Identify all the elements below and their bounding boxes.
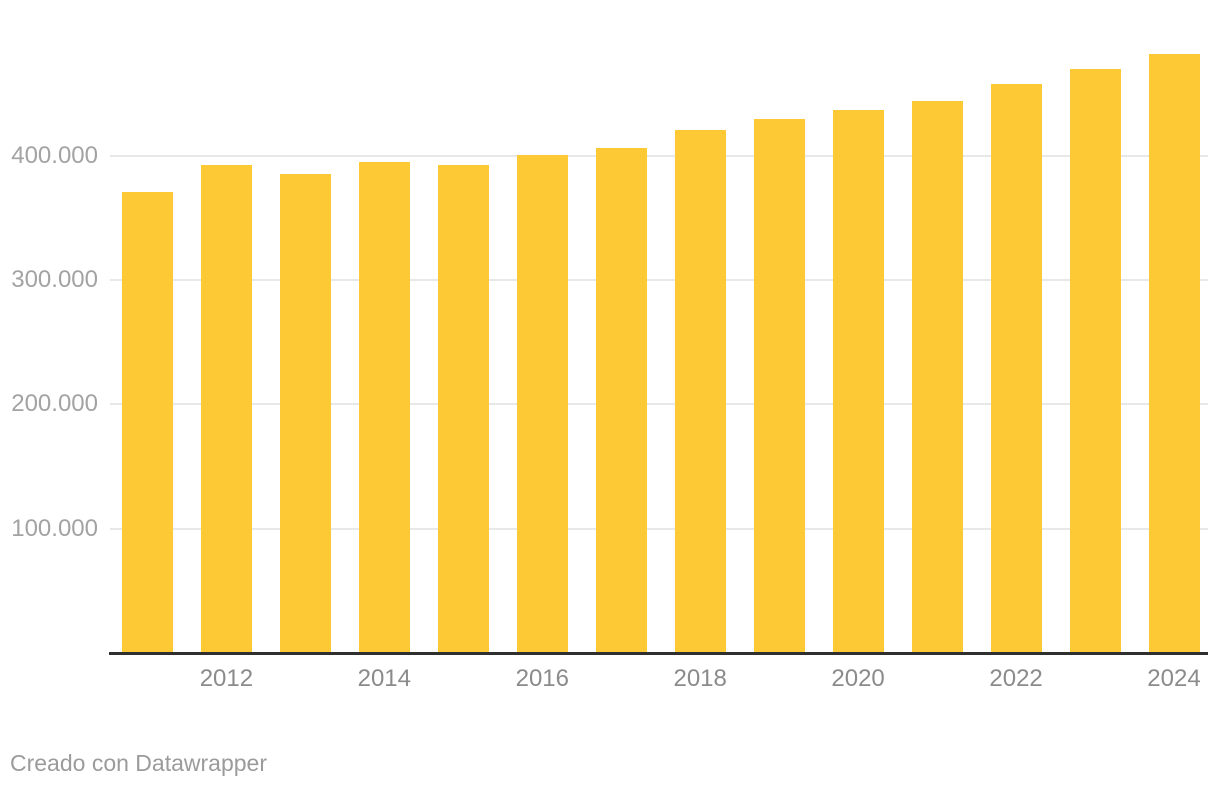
bar-2021[interactable]: [911, 101, 963, 653]
bar-2016[interactable]: [516, 154, 568, 653]
x-tick-label-2014: 2014: [357, 665, 411, 692]
x-tick-label-2012: 2012: [199, 665, 254, 692]
y-tick-label-100000: 100.000: [11, 514, 98, 542]
y-tick-label-400000: 400.000: [11, 141, 98, 169]
bar-2012[interactable]: [200, 164, 252, 653]
gridline-200000: [110, 403, 1208, 406]
bar-2023[interactable]: [1069, 68, 1121, 653]
gridline-100000: [110, 527, 1208, 530]
bar-2011[interactable]: [121, 191, 173, 653]
bar-2015[interactable]: [437, 164, 489, 653]
x-tick-label-2020: 2020: [831, 665, 885, 692]
attribution: Creado con Datawrapper: [10, 750, 267, 776]
gridline-300000: [110, 279, 1208, 282]
bar-2017[interactable]: [595, 148, 647, 653]
y-tick-label-200000: 200.000: [11, 390, 98, 418]
y-tick-label-300000: 300.000: [11, 266, 98, 294]
bar-2019[interactable]: [753, 118, 805, 653]
bar-2014[interactable]: [358, 162, 410, 653]
x-tick-label-2018: 2018: [673, 665, 727, 692]
x-tick-label-2016: 2016: [515, 665, 569, 692]
bar-2018[interactable]: [674, 129, 726, 653]
bar-2013[interactable]: [279, 174, 331, 653]
bar-2024[interactable]: [1148, 53, 1200, 653]
x-axis-baseline: [109, 652, 1208, 655]
bar-2020[interactable]: [832, 109, 884, 653]
x-tick-label-2022: 2022: [989, 665, 1043, 692]
bar-2022[interactable]: [990, 83, 1042, 653]
datawrapper-attribution-link[interactable]: Creado con Datawrapper: [10, 750, 267, 776]
gridline-400000: [110, 154, 1208, 157]
x-tick-label-2024: 2024: [1147, 665, 1201, 692]
